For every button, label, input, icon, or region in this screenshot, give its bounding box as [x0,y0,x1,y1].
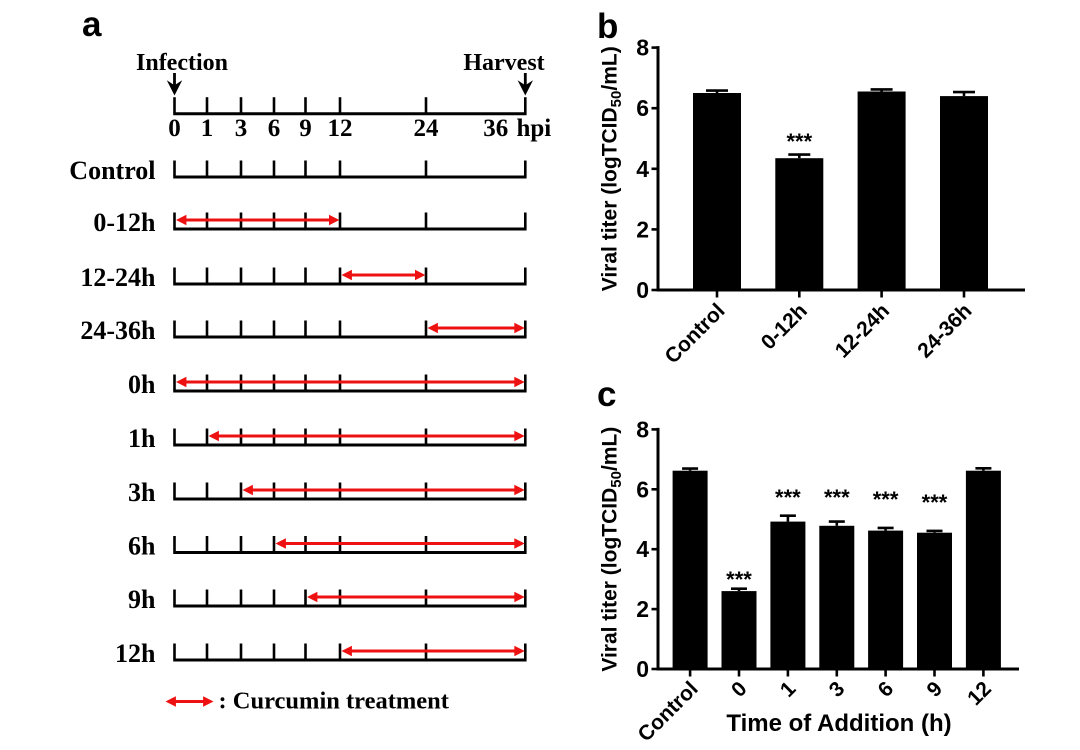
svg-text:24-36h: 24-36h [80,316,156,345]
svg-text:***: *** [824,485,850,510]
svg-text:2: 2 [636,216,649,242]
svg-text:0-12h: 0-12h [93,208,156,237]
svg-text:Control: Control [69,156,155,185]
svg-text:9h: 9h [128,585,156,614]
svg-text:***: *** [786,129,812,154]
svg-text:b: b [597,7,618,46]
svg-text:4: 4 [636,156,649,182]
svg-text:0h: 0h [128,370,156,399]
svg-text:1: 1 [201,115,214,142]
svg-text:Infection: Infection [136,50,228,76]
svg-text:0: 0 [636,277,649,303]
svg-text:Time of Addition (h): Time of Addition (h) [726,710,951,737]
svg-text:0: 0 [168,115,181,142]
svg-text:a: a [82,5,102,44]
svg-text:: Curcumin treatment: : Curcumin treatment [219,688,450,715]
svg-text:***: *** [873,487,899,512]
svg-text:1h: 1h [128,424,156,453]
svg-text:2: 2 [636,596,649,622]
svg-text:24: 24 [414,115,440,142]
svg-text:6: 6 [636,476,649,502]
svg-text:12-24h: 12-24h [80,263,156,292]
svg-text:3: 3 [235,115,248,142]
svg-text:12h: 12h [115,639,156,668]
svg-text:36: 36 [483,115,508,142]
svg-text:Viral titer (logTCID50/mL): Viral titer (logTCID50/mL) [599,427,626,672]
svg-text:0: 0 [636,656,649,682]
svg-text:***: *** [922,490,948,515]
svg-text:6: 6 [636,95,649,121]
svg-text:c: c [597,375,616,414]
svg-text:8: 8 [636,35,649,61]
svg-text:Harvest: Harvest [463,50,544,76]
svg-text:6: 6 [268,115,281,142]
svg-text:6h: 6h [128,532,156,561]
svg-text:12: 12 [328,115,353,142]
svg-text:9: 9 [299,115,312,142]
svg-text:4: 4 [636,536,649,562]
svg-text:hpi: hpi [517,115,552,142]
svg-text:3h: 3h [128,478,156,507]
svg-text:***: *** [726,567,752,592]
svg-text:Viral titer (logTCID50/mL): Viral titer (logTCID50/mL) [599,46,626,291]
svg-text:8: 8 [636,416,649,442]
svg-text:***: *** [775,485,801,510]
